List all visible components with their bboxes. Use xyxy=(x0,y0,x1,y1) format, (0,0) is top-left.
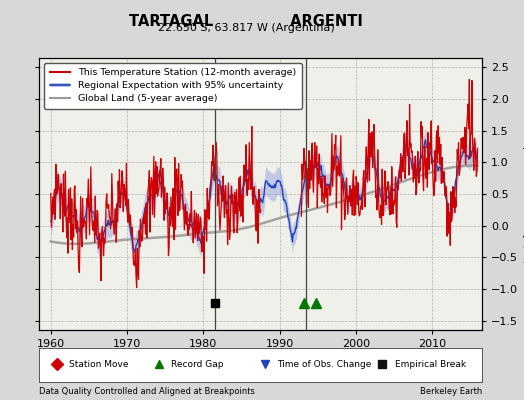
Y-axis label: Temperature Anomaly (°C): Temperature Anomaly (°C) xyxy=(522,124,524,264)
Legend: This Temperature Station (12-month average), Regional Expectation with 95% uncer: This Temperature Station (12-month avera… xyxy=(44,63,302,109)
Text: Record Gap: Record Gap xyxy=(171,360,224,369)
Text: 22.650 S, 63.817 W (Argentina): 22.650 S, 63.817 W (Argentina) xyxy=(158,23,335,33)
Text: TARTAGAL               ARGENTI: TARTAGAL ARGENTI xyxy=(129,14,363,29)
Text: Station Move: Station Move xyxy=(69,360,129,369)
Text: Data Quality Controlled and Aligned at Breakpoints: Data Quality Controlled and Aligned at B… xyxy=(39,387,255,396)
Text: Empirical Break: Empirical Break xyxy=(395,360,466,369)
Text: Berkeley Earth: Berkeley Earth xyxy=(420,387,482,396)
Text: Time of Obs. Change: Time of Obs. Change xyxy=(278,360,372,369)
